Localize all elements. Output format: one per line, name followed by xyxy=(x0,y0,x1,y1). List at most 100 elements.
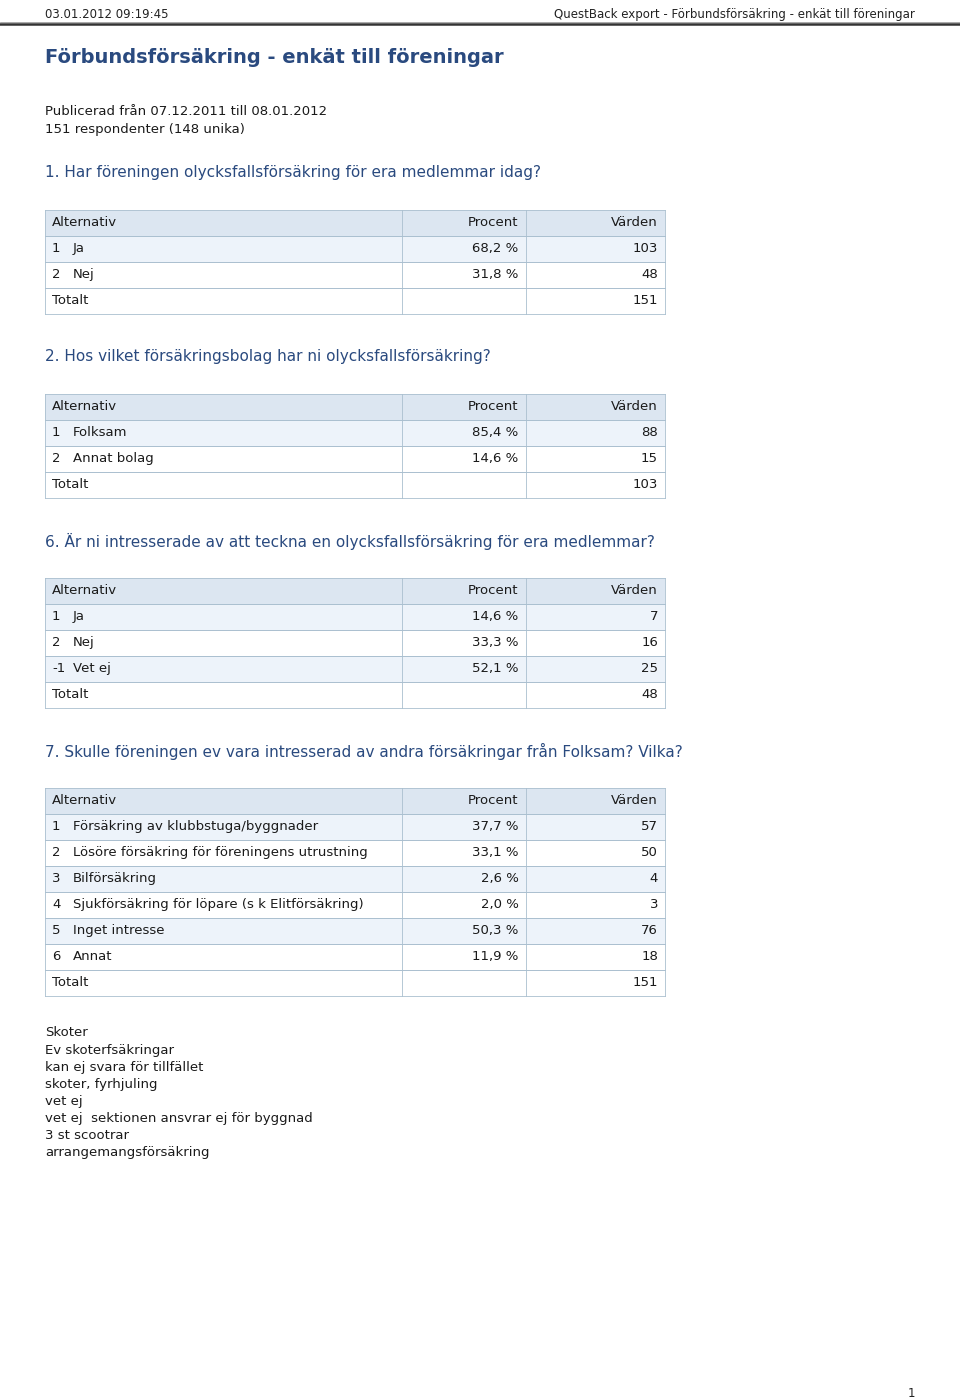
Bar xyxy=(45,236,665,262)
Bar xyxy=(45,893,665,918)
Bar xyxy=(45,814,665,839)
Text: 1: 1 xyxy=(52,610,60,623)
Text: 7. Skulle föreningen ev vara intresserad av andra försäkringar från Folksam? Vil: 7. Skulle föreningen ev vara intresserad… xyxy=(45,743,683,760)
Text: Ev skoterfsäkringar: Ev skoterfsäkringar xyxy=(45,1044,174,1058)
Text: 16: 16 xyxy=(641,637,658,649)
Text: Skoter: Skoter xyxy=(45,1025,87,1039)
Text: 76: 76 xyxy=(641,923,658,937)
Text: 31,8 %: 31,8 % xyxy=(472,269,518,281)
Text: QuestBack export - Förbundsförsäkring - enkät till föreningar: QuestBack export - Förbundsförsäkring - … xyxy=(554,8,915,21)
Text: Totalt: Totalt xyxy=(52,294,88,306)
Text: Värden: Värden xyxy=(612,795,658,807)
Text: 52,1 %: 52,1 % xyxy=(472,662,518,674)
Text: 2. Hos vilket försäkringsbolag har ni olycksfallsförsäkring?: 2. Hos vilket försäkringsbolag har ni ol… xyxy=(45,348,491,364)
Text: 2,0 %: 2,0 % xyxy=(481,898,518,911)
Text: Alternativ: Alternativ xyxy=(52,795,117,807)
Bar xyxy=(45,395,665,420)
Text: 18: 18 xyxy=(641,950,658,963)
Text: Folksam: Folksam xyxy=(73,427,128,439)
Bar xyxy=(45,578,665,604)
Text: 2: 2 xyxy=(52,846,60,859)
Text: 151: 151 xyxy=(633,294,658,306)
Text: 6: 6 xyxy=(52,950,60,963)
Text: vet ej: vet ej xyxy=(45,1095,83,1108)
Bar xyxy=(45,656,665,681)
Bar xyxy=(45,604,665,630)
Text: Nej: Nej xyxy=(73,637,95,649)
Text: 03.01.2012 09:19:45: 03.01.2012 09:19:45 xyxy=(45,8,169,21)
Text: Vet ej: Vet ej xyxy=(73,662,110,674)
Text: 57: 57 xyxy=(641,820,658,832)
Text: Totalt: Totalt xyxy=(52,688,88,701)
Text: 25: 25 xyxy=(641,662,658,674)
Text: 103: 103 xyxy=(633,478,658,491)
Text: Alternativ: Alternativ xyxy=(52,400,117,413)
Text: 103: 103 xyxy=(633,242,658,255)
Text: Procent: Procent xyxy=(468,400,518,413)
Bar xyxy=(45,866,665,893)
Bar xyxy=(45,630,665,656)
Text: 5: 5 xyxy=(52,923,60,937)
Text: Lösöre försäkring för föreningens utrustning: Lösöre försäkring för föreningens utrust… xyxy=(73,846,368,859)
Text: 68,2 %: 68,2 % xyxy=(472,242,518,255)
Bar xyxy=(45,944,665,970)
Text: 151 respondenter (148 unika): 151 respondenter (148 unika) xyxy=(45,123,245,136)
Text: Förbundsförsäkring - enkät till föreningar: Förbundsförsäkring - enkät till förening… xyxy=(45,48,504,67)
Text: Sjukförsäkring för löpare (s k Elitförsäkring): Sjukförsäkring för löpare (s k Elitförsä… xyxy=(73,898,364,911)
Bar xyxy=(45,446,665,471)
Text: 11,9 %: 11,9 % xyxy=(472,950,518,963)
Text: 1: 1 xyxy=(907,1386,915,1399)
Text: 33,3 %: 33,3 % xyxy=(472,637,518,649)
Text: arrangemangsförsäkring: arrangemangsförsäkring xyxy=(45,1146,209,1158)
Text: 151: 151 xyxy=(633,977,658,989)
Text: Försäkring av klubbstuga/byggnader: Försäkring av klubbstuga/byggnader xyxy=(73,820,318,832)
Text: 14,6 %: 14,6 % xyxy=(472,610,518,623)
Bar xyxy=(45,288,665,313)
Text: kan ej svara för tillfället: kan ej svara för tillfället xyxy=(45,1060,204,1074)
Bar xyxy=(45,918,665,944)
Text: Procent: Procent xyxy=(468,795,518,807)
Text: 2: 2 xyxy=(52,269,60,281)
Text: -1: -1 xyxy=(52,662,65,674)
Text: 15: 15 xyxy=(641,452,658,464)
Bar xyxy=(45,970,665,996)
Text: Alternativ: Alternativ xyxy=(52,583,117,597)
Text: 48: 48 xyxy=(641,269,658,281)
Text: 1: 1 xyxy=(52,242,60,255)
Text: 37,7 %: 37,7 % xyxy=(472,820,518,832)
Text: Värden: Värden xyxy=(612,400,658,413)
Text: 85,4 %: 85,4 % xyxy=(472,427,518,439)
Text: Procent: Procent xyxy=(468,215,518,229)
Bar xyxy=(45,471,665,498)
Text: 2,6 %: 2,6 % xyxy=(481,872,518,886)
Text: 50: 50 xyxy=(641,846,658,859)
Text: skoter, fyrhjuling: skoter, fyrhjuling xyxy=(45,1079,157,1091)
Text: 50,3 %: 50,3 % xyxy=(472,923,518,937)
Text: 7: 7 xyxy=(650,610,658,623)
Text: 2: 2 xyxy=(52,637,60,649)
Text: Annat: Annat xyxy=(73,950,112,963)
Bar xyxy=(45,788,665,814)
Text: Värden: Värden xyxy=(612,583,658,597)
Text: Publicerad från 07.12.2011 till 08.01.2012: Publicerad från 07.12.2011 till 08.01.20… xyxy=(45,105,327,118)
Bar xyxy=(45,210,665,236)
Text: 1: 1 xyxy=(52,820,60,832)
Text: Totalt: Totalt xyxy=(52,478,88,491)
Text: Procent: Procent xyxy=(468,583,518,597)
Text: 4: 4 xyxy=(52,898,60,911)
Text: 6. Är ni intresserade av att teckna en olycksfallsförsäkring för era medlemmar?: 6. Är ni intresserade av att teckna en o… xyxy=(45,533,655,550)
Bar xyxy=(45,420,665,446)
Text: Värden: Värden xyxy=(612,215,658,229)
Text: Totalt: Totalt xyxy=(52,977,88,989)
Bar xyxy=(45,681,665,708)
Text: 14,6 %: 14,6 % xyxy=(472,452,518,464)
Text: 1. Har föreningen olycksfallsförsäkring för era medlemmar idag?: 1. Har föreningen olycksfallsförsäkring … xyxy=(45,165,541,180)
Text: 48: 48 xyxy=(641,688,658,701)
Text: Nej: Nej xyxy=(73,269,95,281)
Text: Alternativ: Alternativ xyxy=(52,215,117,229)
Text: Bilförsäkring: Bilförsäkring xyxy=(73,872,157,886)
Text: 1: 1 xyxy=(52,427,60,439)
Text: Annat bolag: Annat bolag xyxy=(73,452,154,464)
Text: vet ej  sektionen ansvrar ej för byggnad: vet ej sektionen ansvrar ej för byggnad xyxy=(45,1112,313,1125)
Text: 3 st scootrar: 3 st scootrar xyxy=(45,1129,129,1142)
